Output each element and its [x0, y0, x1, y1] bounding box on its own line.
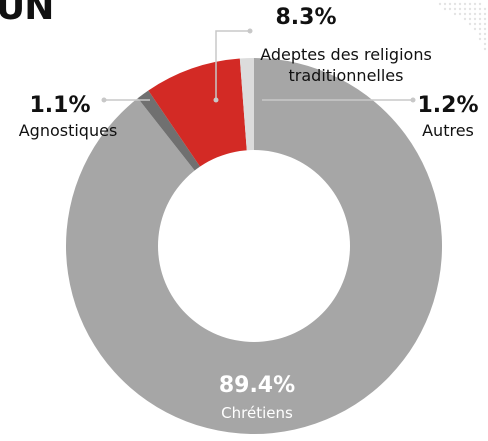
traditionnelles-label-line1: Adeptes des religions [260, 45, 432, 64]
autres-label: Autres [422, 121, 474, 140]
leader-line-traditionnelles [215, 30, 250, 100]
chretiens-label: Chrétiens [221, 404, 293, 422]
leader-lines [101, 28, 416, 103]
autres-pct: 1.2% [417, 93, 478, 118]
page-title: UN [0, 0, 54, 28]
agnostiques-pct: 1.1% [29, 93, 90, 118]
traditionnelles-pct: 8.3% [275, 5, 336, 30]
world-map-decoration [438, 2, 487, 51]
traditionnelles-label-line2: traditionnelles [289, 66, 404, 85]
chretiens-pct: 89.4% [219, 373, 295, 398]
donut-hole [158, 150, 350, 342]
agnostiques-label: Agnostiques [19, 121, 118, 140]
